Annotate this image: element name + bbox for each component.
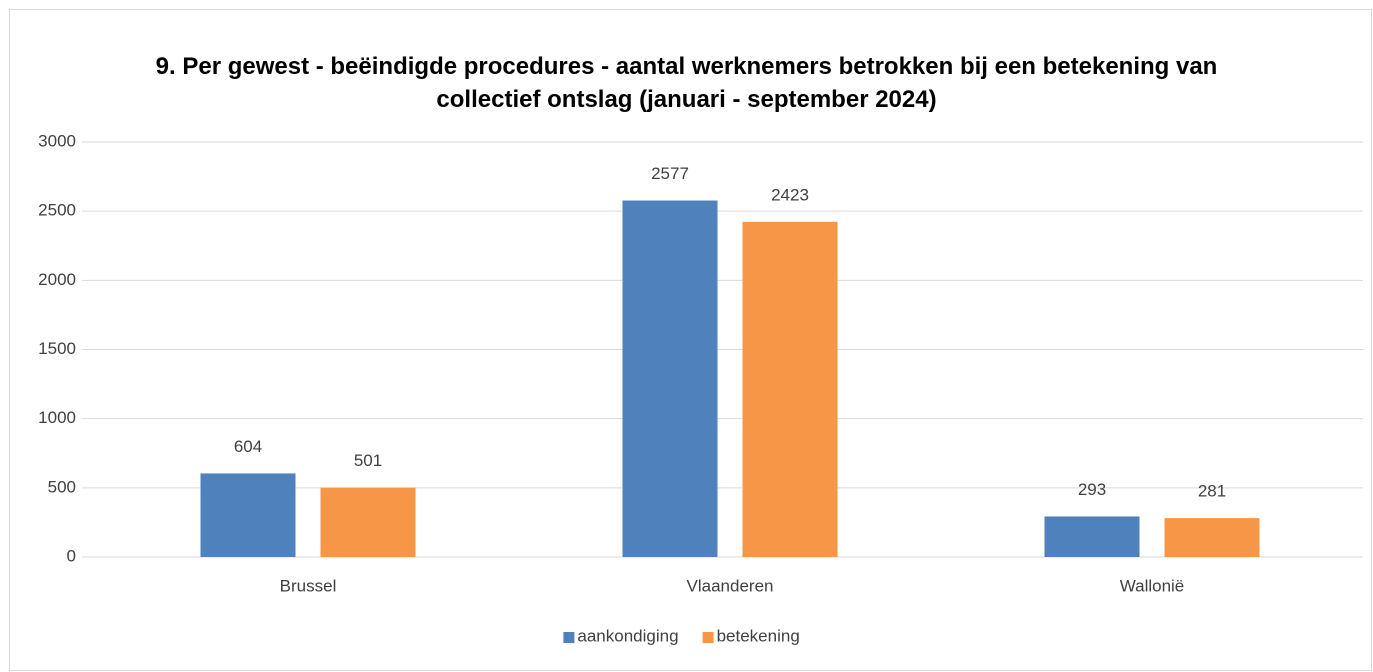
- x-tick-label: Vlaanderen: [687, 576, 774, 595]
- bar: [622, 200, 718, 557]
- legend-swatch: [702, 632, 714, 643]
- data-label: 2423: [771, 185, 809, 204]
- legend-swatch: [563, 632, 575, 643]
- data-label: 281: [1198, 482, 1226, 501]
- data-label: 2577: [651, 164, 689, 183]
- data-label: 604: [234, 437, 262, 456]
- x-tick-label: Brussel: [280, 576, 337, 595]
- legend-label: aankondiging: [577, 626, 678, 645]
- y-tick-label: 3000: [38, 131, 76, 150]
- bar: [200, 473, 296, 557]
- bar: [1164, 518, 1260, 557]
- bar: [1044, 516, 1140, 557]
- bar: [320, 487, 416, 557]
- y-tick-label: 1500: [38, 339, 76, 358]
- chart-title: 9. Per gewest - beëindigde procedures - …: [155, 53, 1218, 113]
- y-tick-label: 2500: [38, 201, 76, 220]
- bar: [742, 221, 838, 557]
- data-label: 293: [1078, 480, 1106, 499]
- x-tick-label: Wallonië: [1120, 576, 1185, 595]
- data-label: 501: [354, 451, 382, 470]
- y-tick-label: 2000: [38, 270, 76, 289]
- y-tick-label: 500: [48, 477, 76, 496]
- y-tick-label: 0: [67, 546, 76, 565]
- y-tick-label: 1000: [38, 408, 76, 427]
- legend-label: betekening: [717, 626, 800, 645]
